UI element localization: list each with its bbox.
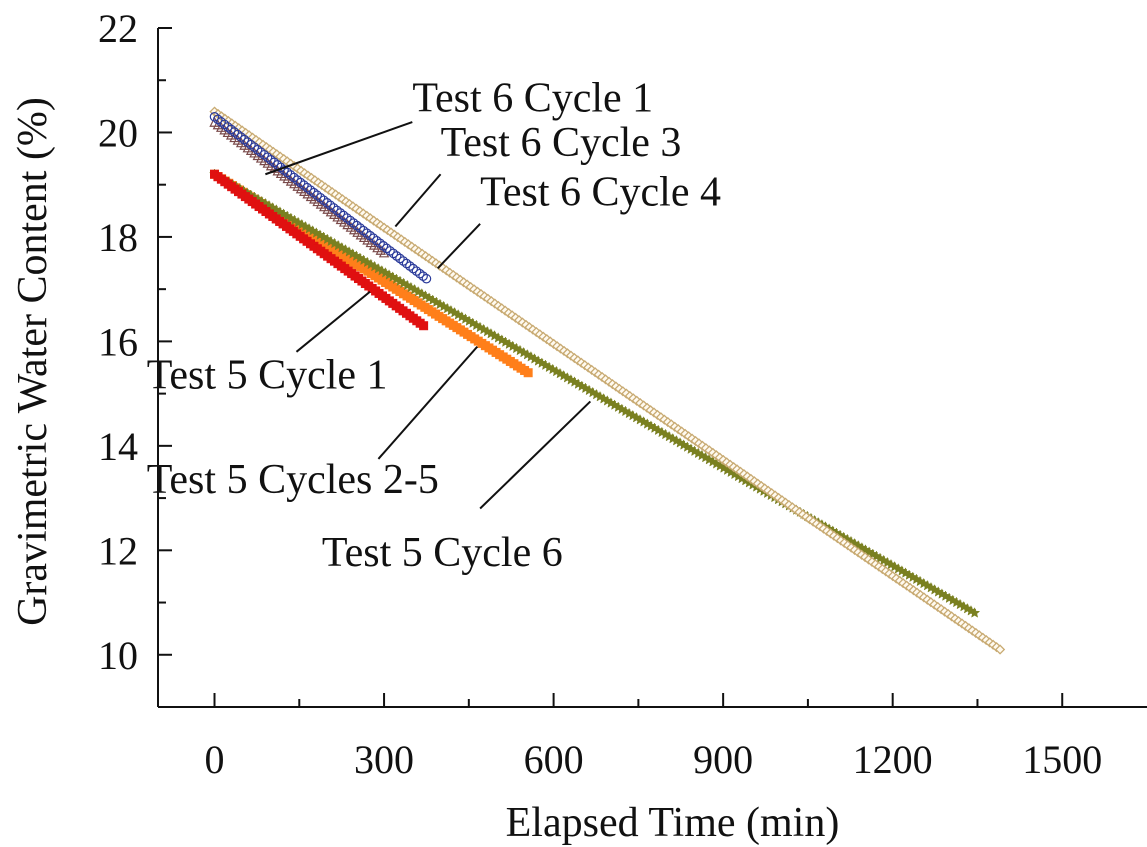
data-point — [524, 369, 532, 377]
series-label: Test 6 Cycle 3 — [441, 120, 682, 166]
x-axis-title: Elapsed Time (min) — [506, 800, 840, 846]
series-label: Test 5 Cycle 1 — [147, 352, 388, 398]
leader-line — [480, 401, 590, 508]
y-axis-title: Gravimetric Water Content (%) — [10, 97, 56, 626]
series-label: Test 6 Cycle 4 — [480, 170, 721, 216]
data-point — [419, 322, 427, 330]
series-label: Test 6 Cycle 1 — [412, 76, 653, 122]
y-tick-label: 18 — [98, 215, 138, 260]
y-tick-label: 14 — [98, 424, 138, 469]
y-tick-label: 20 — [98, 110, 138, 155]
y-tick-label: 10 — [98, 633, 138, 678]
x-tick-label: 1500 — [1022, 737, 1102, 782]
series-label: Test 5 Cycle 6 — [322, 530, 563, 576]
leader-line — [296, 292, 369, 352]
leader-line — [438, 224, 480, 268]
leader-line — [395, 174, 440, 226]
x-tick-label: 1200 — [853, 737, 933, 782]
x-tick-label: 900 — [693, 737, 753, 782]
leader-line — [265, 122, 412, 174]
x-tick-label: 0 — [205, 737, 225, 782]
x-tick-label: 300 — [354, 737, 414, 782]
y-tick-label: 16 — [98, 319, 138, 364]
series-label: Test 5 Cycles 2-5 — [147, 457, 439, 503]
y-tick-label: 12 — [98, 528, 138, 573]
y-tick-label: 22 — [98, 6, 138, 51]
leader-line — [378, 347, 477, 459]
x-tick-label: 600 — [524, 737, 584, 782]
